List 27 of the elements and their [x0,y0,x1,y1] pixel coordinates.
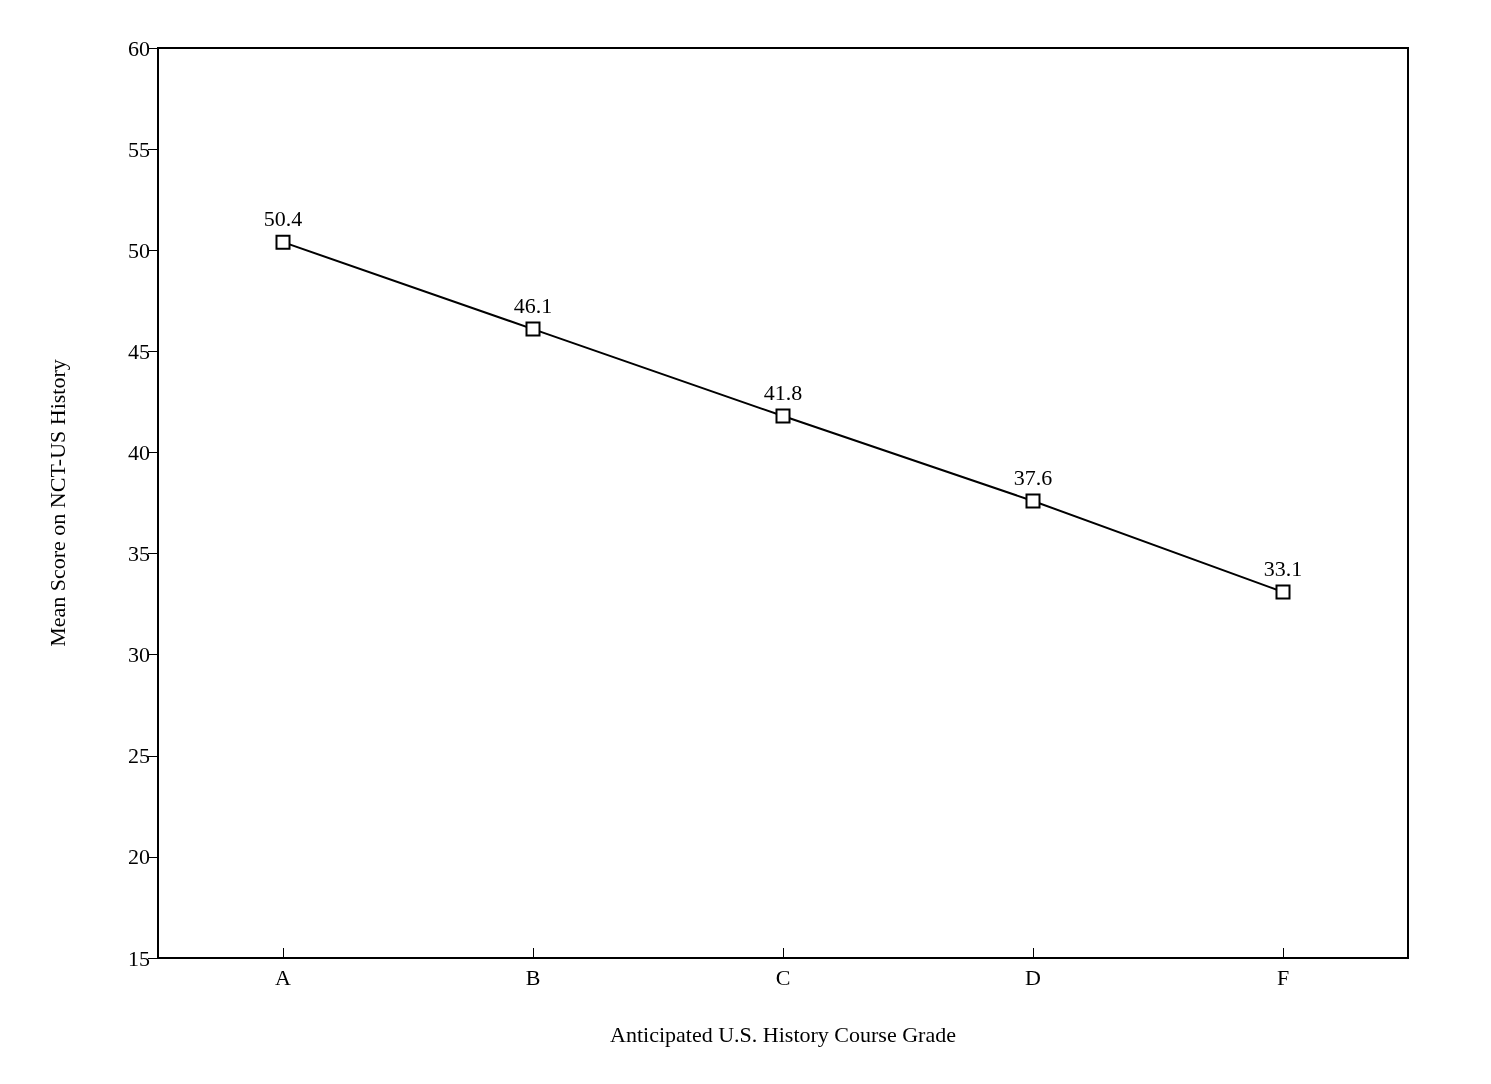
point [525,321,541,337]
data-label: 37.6 [1013,464,1053,490]
data-label: 50.4 [263,206,303,232]
data-label: 46.1 [513,293,553,319]
x-axis-title: Anticipated U.S. History Course Grade [610,1021,956,1047]
point [1275,584,1291,600]
point [275,234,291,250]
x-tick-label: D [1025,964,1041,990]
data-label: 41.8 [763,380,803,406]
y-tick-label: 35 [128,541,150,567]
x-tick-label: F [1276,964,1290,990]
y-tick-label: 40 [128,439,150,465]
x-tick-label: A [275,964,292,990]
y-tick-label: 25 [128,743,150,769]
y-tick-label: 55 [128,136,150,162]
y-tick-label: 30 [128,642,150,668]
x-tick-label: B [525,964,541,990]
data-label: 33.1 [1263,555,1303,581]
y-tick-label: 50 [128,237,150,263]
y-tick-label: 20 [128,844,150,870]
point [775,408,791,424]
y-tick-label: 15 [128,945,150,971]
y-tick-label: 60 [128,35,150,61]
x-tick-label: C [775,964,791,990]
y-axis-title: Mean Score on NCT-US History [44,359,70,647]
point [1025,493,1041,509]
y-tick-label: 45 [128,338,150,364]
